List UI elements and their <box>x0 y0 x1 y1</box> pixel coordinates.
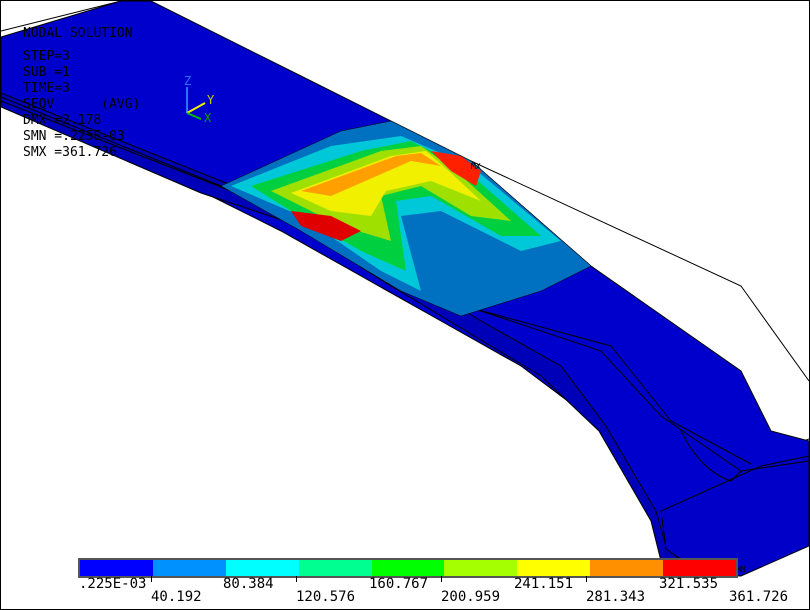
flange-edge-2 <box>1 100 752 465</box>
contour-yellow <box>291 151 481 216</box>
triad-x-label: X <box>204 111 212 125</box>
info-line-smx: SMX =361.726 <box>23 145 117 160</box>
info-line-step: STEP=3 <box>23 49 70 64</box>
triad-z-label: Z <box>184 74 192 88</box>
coordinate-triad <box>186 87 206 120</box>
legend-swatch-9 <box>663 560 737 576</box>
contour-outline <box>220 120 592 317</box>
legend-swatch-1 <box>80 560 153 576</box>
info-line-seqv: SEQV (AVG) <box>23 97 141 112</box>
min-marker: MN <box>736 565 746 574</box>
info-line-sub: SUB =1 <box>23 65 70 80</box>
legend-tick <box>586 576 587 582</box>
legend-tick <box>151 576 152 582</box>
legend-swatch-7 <box>517 560 591 576</box>
info-line-title: NODAL SOLUTION <box>23 26 133 41</box>
legend-tick <box>296 576 297 582</box>
legend-label-bottom-1: 40.192 <box>151 589 202 605</box>
info-line-smn: SMN =.225E-03 <box>23 129 125 144</box>
legend-label-top-2: 80.384 <box>223 576 274 592</box>
legend-label-top-3: 160.767 <box>369 576 429 592</box>
max-marker: MX <box>471 162 481 171</box>
legend-label-bottom-2: 120.576 <box>296 589 356 605</box>
legend-label-bottom-4: 281.343 <box>586 589 646 605</box>
beam-notch <box>680 430 742 482</box>
legend-color-bar <box>78 558 738 578</box>
triad-y-label: Y <box>207 93 215 107</box>
legend-swatch-5 <box>371 560 445 576</box>
contour-red-top <box>431 151 481 186</box>
legend-label-top-5: 321.535 <box>659 576 719 592</box>
legend-label-top-4: 241.151 <box>514 576 574 592</box>
legend-swatch-3 <box>225 560 299 576</box>
legend-label-bottom-3: 200.959 <box>441 589 501 605</box>
contour-red-low <box>291 211 361 241</box>
legend-swatch-2 <box>152 560 226 576</box>
legend-tick <box>441 576 442 582</box>
info-line-time: TIME=3 <box>23 81 70 96</box>
legend-swatch-4 <box>298 560 372 576</box>
beam-end-block <box>660 455 809 577</box>
info-line-dmx: DMX =2.178 <box>23 113 102 128</box>
legend-swatch-6 <box>444 560 518 576</box>
contour-orange <box>301 153 441 196</box>
legend-label-top-1: .225E-03 <box>79 576 147 592</box>
legend-swatch-8 <box>590 560 664 576</box>
legend-label-bottom-5: 361.726 <box>729 589 789 605</box>
